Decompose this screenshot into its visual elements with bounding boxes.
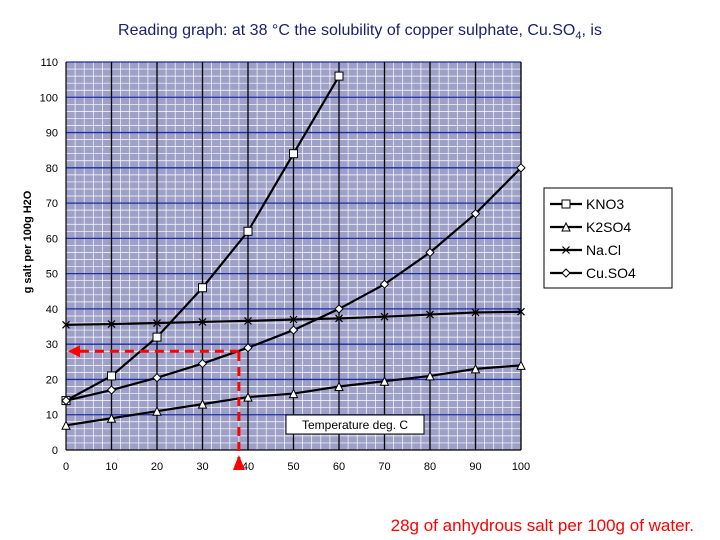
- data-point-nacl: [471, 308, 480, 317]
- x-tick-label: 70: [378, 461, 390, 473]
- data-point-cuso4: [334, 304, 344, 314]
- y-tick-label: 20: [46, 374, 58, 386]
- data-point-k2so4: [61, 420, 71, 430]
- data-point-kno3: [334, 71, 344, 81]
- y-tick-label: 30: [46, 339, 58, 351]
- y-tick-label: 10: [46, 410, 58, 422]
- data-point-nacl: [153, 319, 161, 327]
- y-tick-label: 90: [46, 128, 58, 140]
- x-tick-label: 50: [287, 461, 299, 473]
- legend-label-nacl: Na.Cl: [586, 242, 621, 258]
- data-point-k2so4: [334, 381, 344, 392]
- reading-arrowhead-up: [232, 455, 245, 470]
- legend-label-k2so4: K2SO4: [586, 219, 631, 235]
- chart-title-subscript: 4: [575, 30, 582, 43]
- legend-label-kno3: KNO3: [586, 196, 624, 212]
- data-point-k2so4: [197, 399, 208, 409]
- data-point-nacl: [198, 318, 207, 326]
- legend-label-cuso4: Cu.SO4: [586, 265, 636, 281]
- data-point-kno3: [198, 283, 207, 293]
- data-point-nacl: [244, 316, 252, 325]
- y-tick-label: 0: [52, 445, 58, 457]
- data-point-cuso4: [61, 395, 71, 406]
- data-point-cuso4: [425, 247, 435, 258]
- data-point-k2so4: [516, 360, 526, 370]
- data-point-k2so4: [288, 388, 299, 399]
- data-point-cuso4: [516, 163, 526, 173]
- legend-marker-cuso4: [561, 268, 571, 278]
- x-tick-label: 80: [424, 461, 436, 473]
- data-point-k2so4: [379, 376, 390, 386]
- y-tick-label: 100: [40, 92, 58, 104]
- data-point-cuso4: [379, 279, 390, 289]
- data-point-cuso4: [106, 385, 117, 395]
- data-point-k2so4: [425, 370, 435, 381]
- data-point-kno3: [107, 371, 116, 381]
- data-point-cuso4: [243, 343, 253, 353]
- x-tick-label: 10: [105, 461, 117, 473]
- data-point-kno3: [243, 226, 253, 236]
- data-point-k2so4: [152, 406, 162, 416]
- y-tick-label: 70: [46, 198, 58, 210]
- data-point-nacl: [289, 315, 298, 324]
- legend-marker-k2so4: [561, 221, 571, 232]
- data-point-cuso4: [197, 358, 208, 369]
- y-tick-label: 80: [46, 163, 58, 175]
- data-point-nacl: [380, 312, 389, 321]
- data-point-k2so4: [470, 363, 481, 374]
- reading-arrowhead-left: [68, 345, 80, 358]
- data-point-nacl: [426, 310, 434, 319]
- y-tick-label: 50: [46, 269, 58, 281]
- data-point-k2so4: [106, 413, 117, 423]
- data-point-cuso4: [470, 208, 481, 219]
- data-point-k2so4: [243, 391, 253, 402]
- x-axis-label-box: [285, 414, 425, 435]
- legend-marker-kno3: [561, 199, 571, 209]
- y-tick-label: 60: [46, 233, 58, 245]
- x-tick-label: 60: [333, 461, 345, 473]
- x-tick-label: 30: [196, 461, 208, 473]
- chart-title-suffix: , is: [581, 22, 602, 39]
- data-point-cuso4: [152, 372, 162, 383]
- data-point-nacl: [62, 320, 70, 329]
- x-tick-label: 0: [63, 461, 69, 473]
- reading-answer: 28g of anhydrous salt per 100g of water.: [390, 516, 694, 535]
- legend-marker-nacl: [562, 246, 570, 254]
- reading-arrows: [68, 345, 245, 470]
- y-tick-label: 110: [40, 57, 58, 69]
- data-point-nacl: [107, 320, 116, 329]
- data-point-kno3: [289, 149, 298, 159]
- chart-title: Reading graph: at 38 °C the solubility o…: [0, 22, 720, 42]
- x-tick-label: 20: [151, 461, 163, 473]
- data-point-cuso4: [288, 325, 299, 335]
- x-tick-label: 100: [512, 461, 530, 473]
- data-point-kno3: [152, 332, 162, 342]
- x-axis-label: Temperature deg. C: [302, 418, 408, 432]
- y-axis-label: g salt per 100g H2O: [22, 190, 34, 293]
- x-tick-label: 40: [242, 461, 254, 473]
- data-point-nacl: [335, 314, 343, 323]
- y-tick-label: 40: [46, 304, 58, 316]
- x-tick-label: 90: [469, 461, 481, 473]
- data-point-nacl: [517, 307, 525, 316]
- chart-title-text: Reading graph: at 38 °C the solubility o…: [118, 22, 576, 39]
